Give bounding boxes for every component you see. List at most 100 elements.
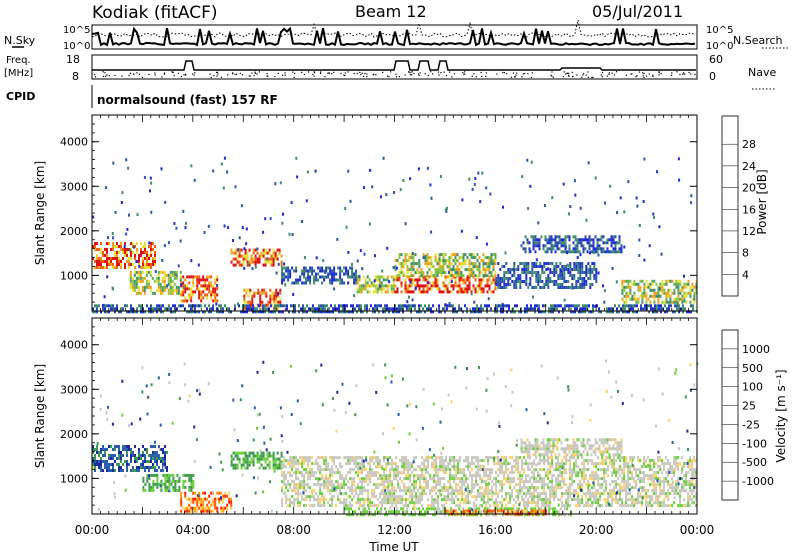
data-cell [517, 277, 520, 280]
data-cell [160, 448, 162, 451]
data-cell [445, 465, 448, 469]
data-cell [455, 465, 458, 469]
data-cell [528, 247, 531, 251]
data-cell [415, 480, 418, 484]
data-cell [242, 457, 245, 461]
data-cell [482, 290, 485, 294]
data-cell [331, 471, 334, 475]
data-cell [563, 280, 566, 283]
data-cell [98, 451, 100, 454]
data-cell [94, 448, 96, 451]
data-cell [274, 254, 277, 258]
data-cell [346, 310, 348, 314]
data-cell [418, 278, 421, 282]
data-cell [419, 498, 422, 502]
data-cell [424, 254, 427, 258]
colorbar-frame [721, 115, 739, 297]
data-cell [422, 256, 425, 260]
data-cell [450, 274, 453, 278]
data-cell [590, 244, 593, 248]
data-cell [443, 465, 446, 469]
data-cell [94, 304, 96, 308]
data-cell [412, 265, 415, 269]
data-cell [535, 504, 538, 508]
data-cell [137, 270, 140, 274]
data-cell [539, 468, 542, 472]
data-cell [96, 310, 98, 314]
data-cell [353, 275, 356, 279]
data-cell [415, 495, 418, 499]
data-cell [608, 238, 611, 242]
data-cell [479, 486, 482, 490]
data-cell [284, 283, 287, 287]
data-cell [468, 287, 471, 291]
data-cell [486, 310, 488, 314]
data-cell [351, 477, 354, 481]
data-cell [679, 279, 682, 283]
data-cell [451, 474, 454, 478]
data-cell [584, 310, 586, 314]
data-cell [173, 276, 176, 280]
data-cell [490, 253, 493, 257]
data-cell [172, 310, 174, 314]
data-cell [687, 279, 690, 283]
data-cell [232, 451, 235, 455]
data-cell [501, 462, 504, 466]
data-cell [96, 254, 98, 257]
data-cell [564, 238, 567, 242]
data-cell [416, 262, 419, 266]
data-cell [314, 307, 316, 311]
data-cell [333, 266, 336, 270]
data-cell [584, 307, 586, 311]
data-cell [404, 256, 407, 260]
data-cell [322, 259, 325, 263]
data-cell [444, 287, 447, 291]
data-cell [128, 448, 130, 451]
data-cell [142, 257, 144, 260]
data-cell [579, 274, 582, 277]
nave-point [360, 74, 362, 76]
data-cell [509, 277, 512, 280]
data-cell [295, 486, 298, 490]
data-cell [278, 457, 281, 461]
data-cell [534, 244, 537, 248]
data-cell [395, 498, 398, 502]
nave-point [552, 76, 554, 78]
data-cell [138, 448, 140, 451]
data-cell [492, 262, 495, 266]
data-cell [425, 468, 428, 472]
data-cell [104, 266, 106, 269]
data-cell [559, 269, 562, 273]
nave-point [353, 73, 355, 75]
data-cell [464, 290, 467, 294]
data-cell [577, 271, 580, 274]
data-cell [403, 504, 406, 508]
data-cell [438, 271, 441, 275]
data-cell [329, 483, 332, 487]
data-cell [383, 480, 386, 484]
data-cell [150, 445, 152, 448]
data-cell [511, 495, 514, 499]
data-cell [460, 290, 463, 294]
data-cell [431, 495, 434, 499]
data-cell [653, 291, 656, 295]
data-cell [169, 282, 172, 286]
data-cell [451, 501, 454, 505]
data-cell [331, 474, 334, 478]
data-cell [610, 250, 613, 254]
data-cell [100, 460, 102, 463]
data-cell [450, 278, 453, 282]
data-cell [188, 310, 190, 314]
data-cell [578, 310, 580, 314]
data-cell [448, 304, 450, 308]
data-cell [517, 477, 520, 481]
data-cell [353, 459, 356, 463]
data-cell [228, 500, 231, 504]
data-cell [375, 486, 378, 490]
data-cell [507, 492, 510, 496]
data-cell [475, 504, 478, 508]
data-cell [367, 504, 370, 508]
data-cell [236, 260, 239, 264]
data-cell [149, 288, 152, 292]
data-cell [277, 294, 280, 298]
